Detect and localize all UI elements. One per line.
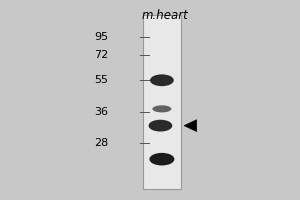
Ellipse shape bbox=[150, 74, 174, 86]
Text: 55: 55 bbox=[94, 75, 108, 85]
Text: 95: 95 bbox=[94, 32, 108, 42]
Ellipse shape bbox=[148, 120, 172, 132]
Bar bbox=[142, 15, 181, 189]
Text: m.heart: m.heart bbox=[142, 9, 188, 22]
Ellipse shape bbox=[149, 153, 174, 165]
Text: 36: 36 bbox=[94, 107, 108, 117]
Ellipse shape bbox=[152, 105, 171, 112]
Text: 72: 72 bbox=[94, 50, 108, 60]
Text: 28: 28 bbox=[94, 138, 108, 148]
Polygon shape bbox=[184, 120, 197, 132]
